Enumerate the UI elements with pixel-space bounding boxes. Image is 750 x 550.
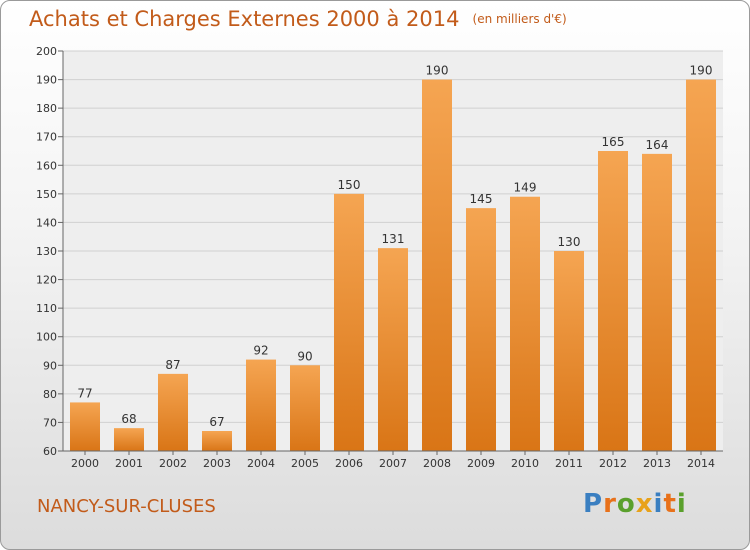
data-label-2005: 90 [297, 349, 312, 363]
bar-2013 [642, 153, 672, 451]
logo-letter: P [583, 489, 604, 519]
logo-letter: t [663, 489, 677, 519]
y-tick-label: 110 [36, 302, 57, 315]
x-tick-label: 2010 [511, 457, 539, 470]
y-tick-label: 60 [43, 445, 57, 458]
y-tick-label: 190 [36, 74, 57, 87]
data-labels: 77 68 87 67 92 90 150 131 190 145 149 130 165 164 190 [77, 64, 712, 429]
y-tick-label: 160 [36, 159, 57, 172]
x-tick-label: 2011 [555, 457, 583, 470]
data-label-2006: 150 [338, 178, 361, 192]
chart-unit: (en milliers d'€) [472, 12, 567, 26]
data-label-2008: 190 [426, 64, 449, 78]
bar-2003 [202, 431, 232, 451]
x-tick-label: 2013 [643, 457, 671, 470]
bar-2012 [598, 151, 628, 451]
bar-2010 [510, 196, 540, 451]
bar-2014 [686, 79, 716, 452]
x-tick-label: 2004 [247, 457, 275, 470]
bars [70, 79, 716, 452]
logo-letter: x [635, 489, 654, 519]
data-label-2009: 145 [470, 192, 493, 206]
logo-letter: r [603, 489, 617, 519]
x-tick-label: 2002 [159, 457, 187, 470]
y-tick-label: 200 [36, 45, 57, 58]
bar-2007 [378, 248, 408, 451]
bar-2000 [70, 402, 100, 451]
x-tick-label: 2009 [467, 457, 495, 470]
x-tick-label: 2001 [115, 457, 143, 470]
data-label-2013: 164 [646, 138, 669, 152]
y-tick-label: 150 [36, 188, 57, 201]
y-tick-label: 120 [36, 274, 57, 287]
bar-2002 [158, 373, 188, 451]
data-label-2001: 68 [121, 412, 136, 426]
logo-letter: i [676, 489, 687, 519]
x-tick-label: 2005 [291, 457, 319, 470]
y-tick-label: 90 [43, 359, 57, 372]
y-tick-label: 180 [36, 102, 57, 115]
y-tick-label: 70 [43, 416, 57, 429]
x-tick-label: 2006 [335, 457, 363, 470]
logo-letter: i [653, 489, 664, 519]
y-tick-label: 130 [36, 245, 57, 258]
logo-letter: o [616, 489, 636, 519]
x-tick-label: 2003 [203, 457, 231, 470]
y-tick-label: 80 [43, 388, 57, 401]
bar-2011 [554, 251, 584, 451]
x-tick-label: 2008 [423, 457, 451, 470]
bar-2005 [290, 365, 320, 451]
data-label-2014: 190 [690, 64, 713, 78]
data-label-2010: 149 [514, 181, 537, 195]
data-label-2007: 131 [382, 232, 405, 246]
y-tick-label: 140 [36, 216, 57, 229]
bar-2009 [466, 208, 496, 451]
data-label-2002: 87 [165, 358, 180, 372]
x-tick-label: 2014 [687, 457, 715, 470]
chart-title-block: Achats et Charges Externes 2000 à 2014 (… [29, 7, 567, 31]
location-name: NANCY-SUR-CLUSES [37, 496, 216, 517]
chart-title: Achats et Charges Externes 2000 à 2014 [29, 7, 460, 31]
data-label-2003: 67 [209, 415, 224, 429]
data-label-2004: 92 [253, 344, 268, 358]
bar-2006 [334, 193, 364, 451]
bar-2001 [114, 428, 144, 451]
data-label-2012: 165 [602, 135, 625, 149]
x-tick-label: 2007 [379, 457, 407, 470]
bar-2008 [422, 79, 452, 452]
y-axis: 60 70 80 90 100 110 120 130 140 150 160 170 180 190 20… [36, 45, 64, 458]
proxiti-logo: Proxiti [583, 489, 687, 519]
data-label-2000: 77 [77, 386, 92, 400]
data-label-2011: 130 [558, 235, 581, 249]
x-tick-label: 2012 [599, 457, 627, 470]
y-tick-label: 100 [36, 331, 57, 344]
x-tick-label: 2000 [71, 457, 99, 470]
bar-2004 [246, 359, 276, 451]
x-axis: 2000 2001 2002 2003 2004 2005 2006 2007 2008 2009… [63, 450, 723, 470]
y-tick-label: 170 [36, 131, 57, 144]
